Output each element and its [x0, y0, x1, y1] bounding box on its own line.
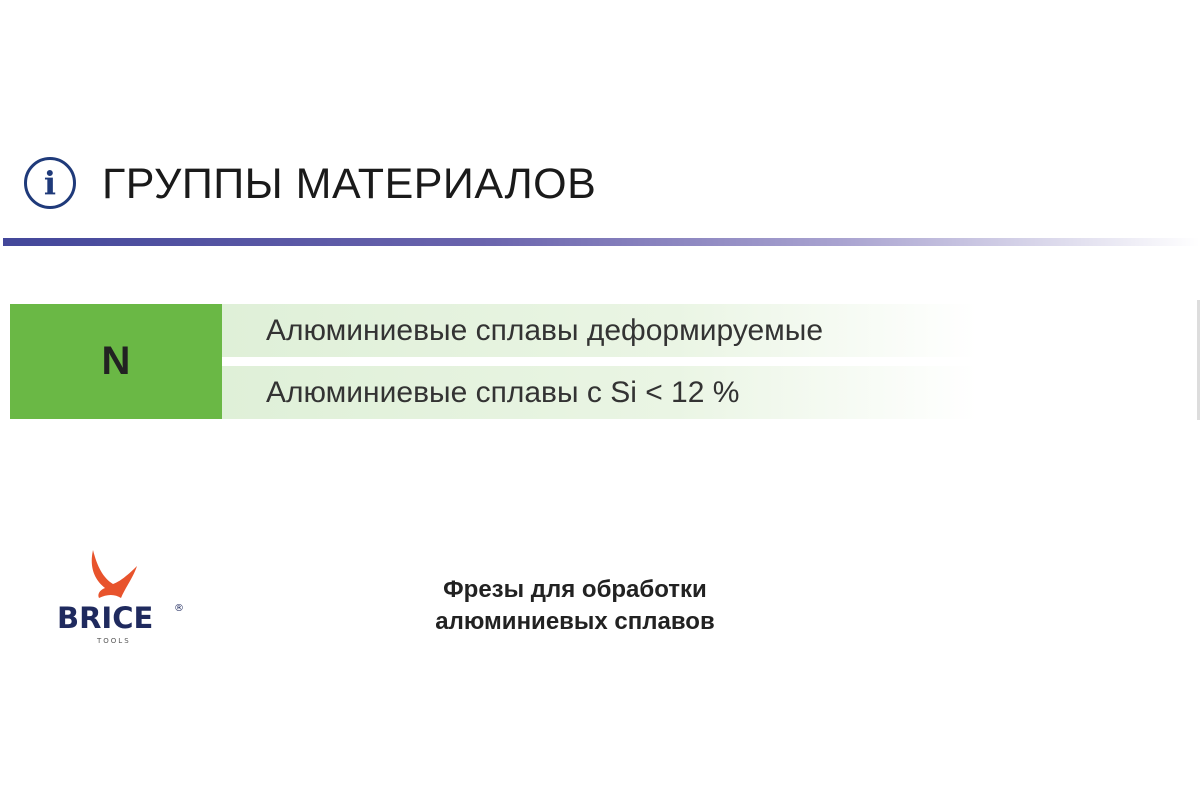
- eagle-icon: [91, 550, 137, 598]
- logo-brand: BRICE: [57, 601, 153, 635]
- material-item: Алюминиевые сплавы деформируемые: [222, 304, 977, 357]
- logo-sub: TOOLS: [96, 637, 131, 645]
- registered-mark: ®: [174, 603, 184, 614]
- caption: Фрезы для обработки алюминиевых сплавов: [400, 574, 750, 638]
- caption-line: алюминиевых сплавов: [435, 608, 715, 635]
- brice-logo: BRICE ® TOOLS: [57, 550, 184, 645]
- material-item: Алюминиевые сплавы с Si < 12 %: [222, 366, 977, 419]
- header-divider: [3, 238, 1200, 246]
- caption-line: Фрезы для обработки: [443, 576, 707, 603]
- page-title: ГРУППЫ МАТЕРИАЛОВ: [102, 160, 597, 208]
- material-group-code: N: [10, 304, 222, 419]
- edge-divider: [1197, 300, 1200, 420]
- info-icon: i: [24, 157, 76, 209]
